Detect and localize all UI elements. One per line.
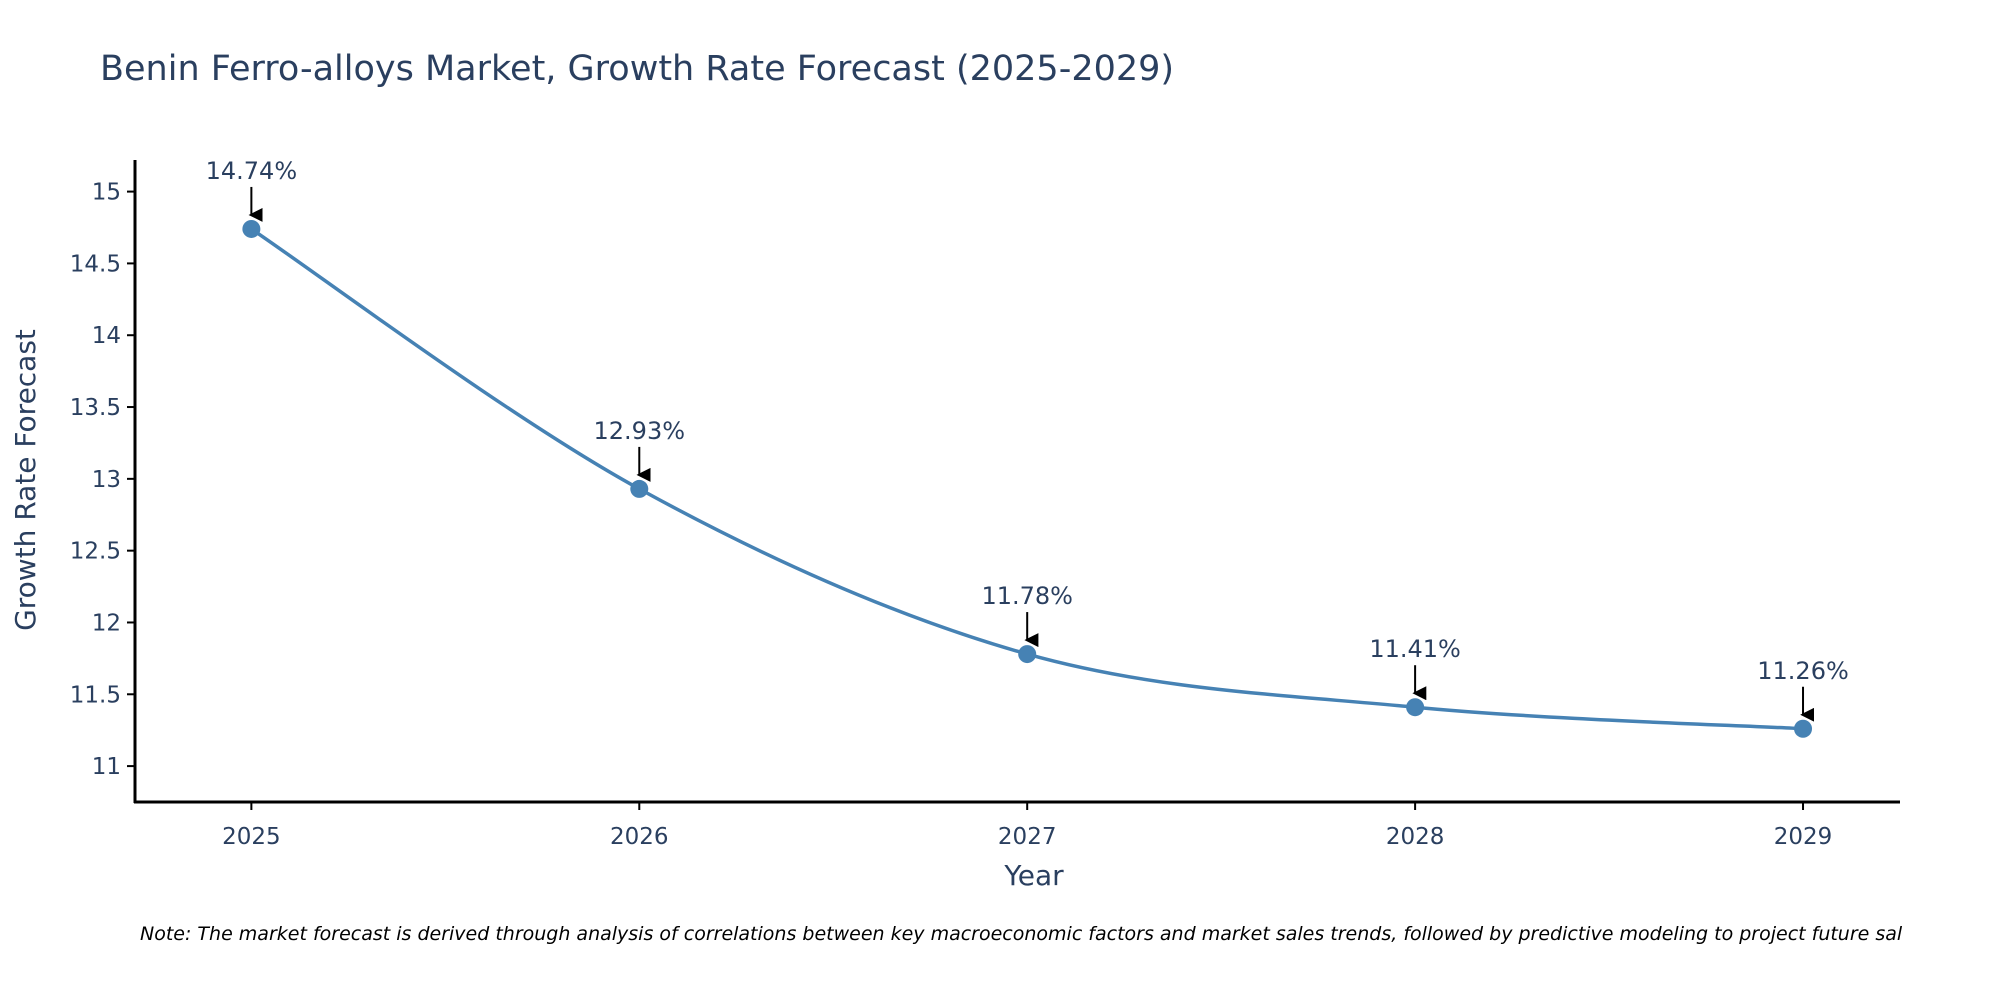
x-tick-label: 2025 xyxy=(222,824,281,850)
x-tick-label: 2027 xyxy=(998,824,1057,850)
y-tick-label: 13.5 xyxy=(70,395,121,421)
data-point[interactable] xyxy=(1794,719,1813,738)
data-point[interactable] xyxy=(630,479,649,498)
chart-title: Benin Ferro-alloys Market, Growth Rate F… xyxy=(100,49,1174,89)
x-tick-label: 2028 xyxy=(1386,824,1445,850)
y-tick-label: 13 xyxy=(92,467,121,493)
data-label: 11.26% xyxy=(1757,657,1849,685)
data-label: 11.41% xyxy=(1369,635,1461,663)
data-point[interactable] xyxy=(242,219,261,238)
data-label: 14.74% xyxy=(206,157,298,185)
y-tick-label: 14.5 xyxy=(70,251,121,277)
x-tick-label: 2026 xyxy=(610,824,669,850)
y-tick-label: 11 xyxy=(92,754,121,780)
data-point[interactable] xyxy=(1406,698,1425,717)
y-tick-label: 15 xyxy=(92,180,121,206)
y-tick-label: 12.5 xyxy=(70,539,121,565)
data-label: 12.93% xyxy=(594,417,686,445)
y-axis-title: Growth Rate Forecast xyxy=(9,329,42,631)
y-tick-label: 12 xyxy=(92,610,121,636)
x-axis-title: Year xyxy=(1003,859,1064,892)
series-line xyxy=(250,227,1804,731)
footnote: Note: The market forecast is derived thr… xyxy=(140,923,1903,945)
y-tick-label: 14 xyxy=(92,323,121,349)
data-point[interactable] xyxy=(1018,645,1037,664)
data-label: 11.78% xyxy=(981,582,1073,610)
x-tick-label: 2029 xyxy=(1774,824,1833,850)
plot-area: 11 11.5 12 12.5 13 13.5 14 14.5 15 2025 2026 2027 20… xyxy=(70,157,1900,850)
y-tick-label: 11.5 xyxy=(70,682,121,708)
